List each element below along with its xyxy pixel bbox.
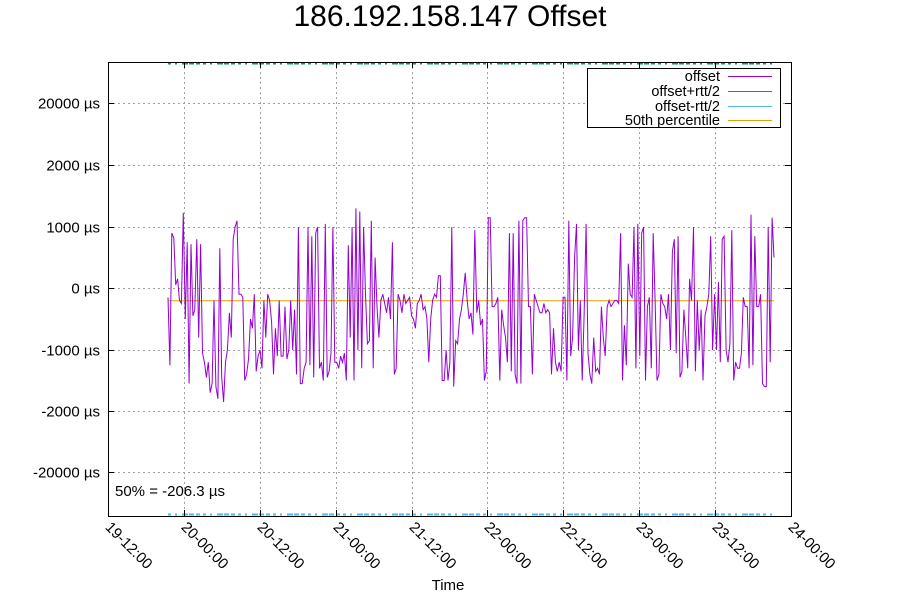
x-axis-label: Time xyxy=(431,577,465,594)
y-axis: 20000 µs 2000 µs 1000 µs 0 µs -1000 µs -2000 … xyxy=(33,96,791,482)
legend-swatch-offset-plus-rtt xyxy=(728,91,772,92)
legend-label: offset xyxy=(684,68,720,85)
x-tick-label: 24-00:00 xyxy=(785,519,839,573)
legend: offset offset+rtt/2 offset-rtt/2 50th pe… xyxy=(587,68,781,129)
x-tick-label: 21-12:00 xyxy=(406,519,460,573)
legend-item-offset-minus-rtt: offset-rtt/2 xyxy=(654,98,772,115)
y-tick-label: 1000 µs xyxy=(46,220,100,237)
x-tick-label: 23-12:00 xyxy=(709,519,763,573)
grid-lines xyxy=(108,62,791,516)
x-tick-label: 19-12:00 xyxy=(102,519,156,573)
legend-swatch-median xyxy=(728,120,772,121)
legend-item-median: 50th percentile xyxy=(624,112,772,129)
legend-swatch-offset xyxy=(728,76,772,77)
y-tick-label: -2000 µs xyxy=(41,404,100,421)
legend-label: 50th percentile xyxy=(624,112,720,129)
clipped-rtt-bands xyxy=(168,62,772,516)
x-tick-label: 22-12:00 xyxy=(557,519,611,573)
x-tick-label: 20-00:00 xyxy=(178,519,232,573)
chart-title: 186.192.158.147 Offset xyxy=(293,0,607,33)
y-tick-label: -20000 µs xyxy=(33,465,100,482)
x-tick-label: 22-00:00 xyxy=(481,519,535,573)
offset-line xyxy=(167,208,775,402)
x-tick-label: 23-00:00 xyxy=(633,519,687,573)
y-tick-label: -1000 µs xyxy=(41,343,100,360)
legend-label: offset-rtt/2 xyxy=(654,98,720,115)
y-tick-label: 0 µs xyxy=(71,281,100,298)
legend-swatch-offset-minus-rtt xyxy=(728,106,772,107)
median-annotation: 50% = -206.3 µs xyxy=(115,483,225,500)
legend-item-offset: offset xyxy=(684,68,772,85)
plot-frame xyxy=(108,62,792,517)
y-tick-label: 2000 µs xyxy=(46,158,100,175)
legend-item-offset-plus-rtt: offset+rtt/2 xyxy=(651,83,772,100)
y-tick-label: 20000 µs xyxy=(38,96,100,113)
x-tick-label: 21-00:00 xyxy=(330,519,384,573)
legend-label: offset+rtt/2 xyxy=(651,83,720,100)
x-tick-label: 20-12:00 xyxy=(254,519,308,573)
